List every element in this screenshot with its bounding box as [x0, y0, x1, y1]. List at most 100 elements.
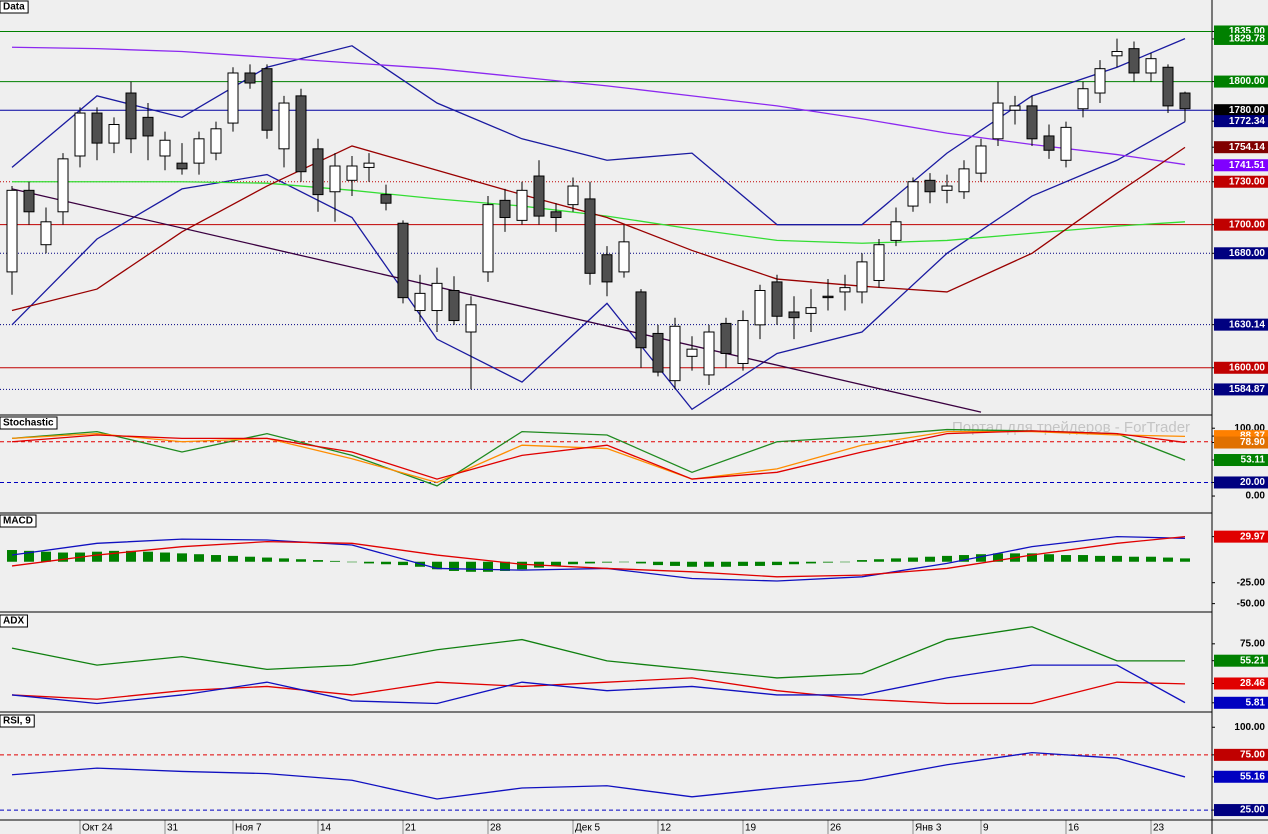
- candle-body: [805, 307, 817, 314]
- histogram-bar: [1027, 553, 1037, 562]
- x-tick-label: 23: [1153, 823, 1165, 834]
- y-tick-label: 75.00: [1240, 638, 1265, 649]
- y-tick-box: [1214, 318, 1268, 331]
- y-tick-label: 20.00: [1240, 477, 1265, 488]
- histogram-bar: [568, 561, 578, 565]
- panel: [11, 626, 1186, 705]
- candle-body: [414, 292, 426, 312]
- histogram-bar: [1078, 555, 1088, 562]
- candle-body: [924, 179, 936, 193]
- histogram-bar: [1163, 557, 1173, 562]
- candle-body: [363, 162, 375, 168]
- candle-body: [567, 185, 579, 206]
- y-tick-label: 5.81: [1246, 697, 1266, 708]
- candle-body: [159, 139, 171, 157]
- y-tick-label: 0.00: [1246, 491, 1266, 502]
- y-tick-box: [1214, 748, 1268, 761]
- panel-title: ADX: [3, 616, 24, 627]
- indicator-line: [11, 626, 1185, 679]
- candle-body: [499, 199, 511, 219]
- histogram-bar: [466, 561, 476, 572]
- y-tick-label: 28.46: [1240, 678, 1265, 689]
- candle-body: [346, 165, 358, 181]
- histogram-bar: [959, 555, 969, 562]
- x-tick-label: Янв 3: [915, 823, 942, 834]
- candle-body: [839, 287, 851, 293]
- histogram-bar: [228, 555, 238, 562]
- panel-title: RSI, 9: [3, 716, 31, 727]
- y-tick-box: [1214, 476, 1268, 489]
- histogram-bar: [653, 561, 663, 566]
- y-tick-box: [1214, 677, 1268, 690]
- histogram-bar: [211, 555, 221, 562]
- histogram-bar: [670, 561, 680, 566]
- panel-title-box: [0, 0, 29, 14]
- y-tick-box: [1214, 654, 1268, 667]
- indicator-line: [11, 38, 1186, 226]
- candle-body: [856, 261, 868, 293]
- histogram-bar: [177, 553, 187, 562]
- y-tick-label: 1700.00: [1229, 219, 1266, 230]
- histogram-bar: [364, 561, 374, 564]
- y-tick-box: [1214, 25, 1268, 38]
- panel-title-box: [0, 714, 35, 728]
- histogram-bar: [1146, 556, 1156, 562]
- candle-body: [1145, 58, 1157, 74]
- histogram-bar: [823, 561, 833, 563]
- histogram-bar: [1044, 554, 1054, 562]
- candle-body: [720, 322, 732, 354]
- candle-body: [873, 244, 885, 281]
- candle-body: [1111, 51, 1123, 57]
- x-tick-label: Дек 5: [575, 823, 600, 834]
- candle-body: [822, 295, 834, 299]
- histogram-bar: [517, 561, 527, 570]
- histogram-bar: [381, 561, 391, 565]
- histogram-bar: [908, 557, 918, 562]
- histogram-bar: [92, 551, 102, 562]
- candle-body: [91, 112, 103, 144]
- x-tick-label: 26: [830, 823, 842, 834]
- candle-body: [941, 185, 953, 191]
- histogram-bar: [636, 561, 646, 564]
- y-tick-label: 100.00: [1234, 722, 1265, 733]
- panel: Портал для трейдеров - ForTrader: [0, 419, 1212, 487]
- histogram-bar: [109, 550, 119, 562]
- histogram-bar: [993, 553, 1003, 562]
- histogram-bar: [58, 552, 68, 562]
- histogram-bar: [194, 554, 204, 562]
- y-tick-label: 1730.00: [1229, 176, 1266, 187]
- y-tick-label: 78.90: [1240, 437, 1265, 448]
- candle-body: [1026, 105, 1038, 140]
- y-tick-label: 1630.14: [1229, 319, 1266, 330]
- histogram-bar: [432, 561, 442, 570]
- histogram-bar: [500, 561, 510, 571]
- candle-body: [329, 165, 341, 193]
- candle-body: [142, 116, 154, 137]
- histogram-bar: [925, 556, 935, 562]
- candle-body: [686, 348, 698, 357]
- candle-body: [482, 204, 494, 273]
- histogram-bar: [891, 558, 901, 562]
- candle-body: [108, 124, 120, 144]
- indicator-line: [11, 188, 982, 413]
- indicator-line: [11, 46, 1186, 166]
- histogram-bar: [41, 551, 51, 562]
- histogram-bar: [1180, 558, 1190, 562]
- y-tick-label: 25.00: [1240, 805, 1265, 816]
- histogram-bar: [245, 556, 255, 562]
- candle-body: [431, 282, 443, 312]
- histogram-bar: [330, 560, 340, 562]
- candle-body: [788, 311, 800, 319]
- histogram-bar: [1129, 556, 1139, 562]
- histogram-bar: [296, 559, 306, 562]
- candle-body: [261, 68, 273, 131]
- indicator-line: [12, 181, 1186, 244]
- candle-body: [1043, 135, 1055, 151]
- y-tick-box: [1214, 361, 1268, 374]
- candle-body: [210, 128, 222, 154]
- candle-body: [23, 189, 35, 213]
- candle-body: [1162, 66, 1174, 107]
- candle-body: [550, 211, 562, 219]
- y-tick-label: 1680.00: [1229, 248, 1266, 259]
